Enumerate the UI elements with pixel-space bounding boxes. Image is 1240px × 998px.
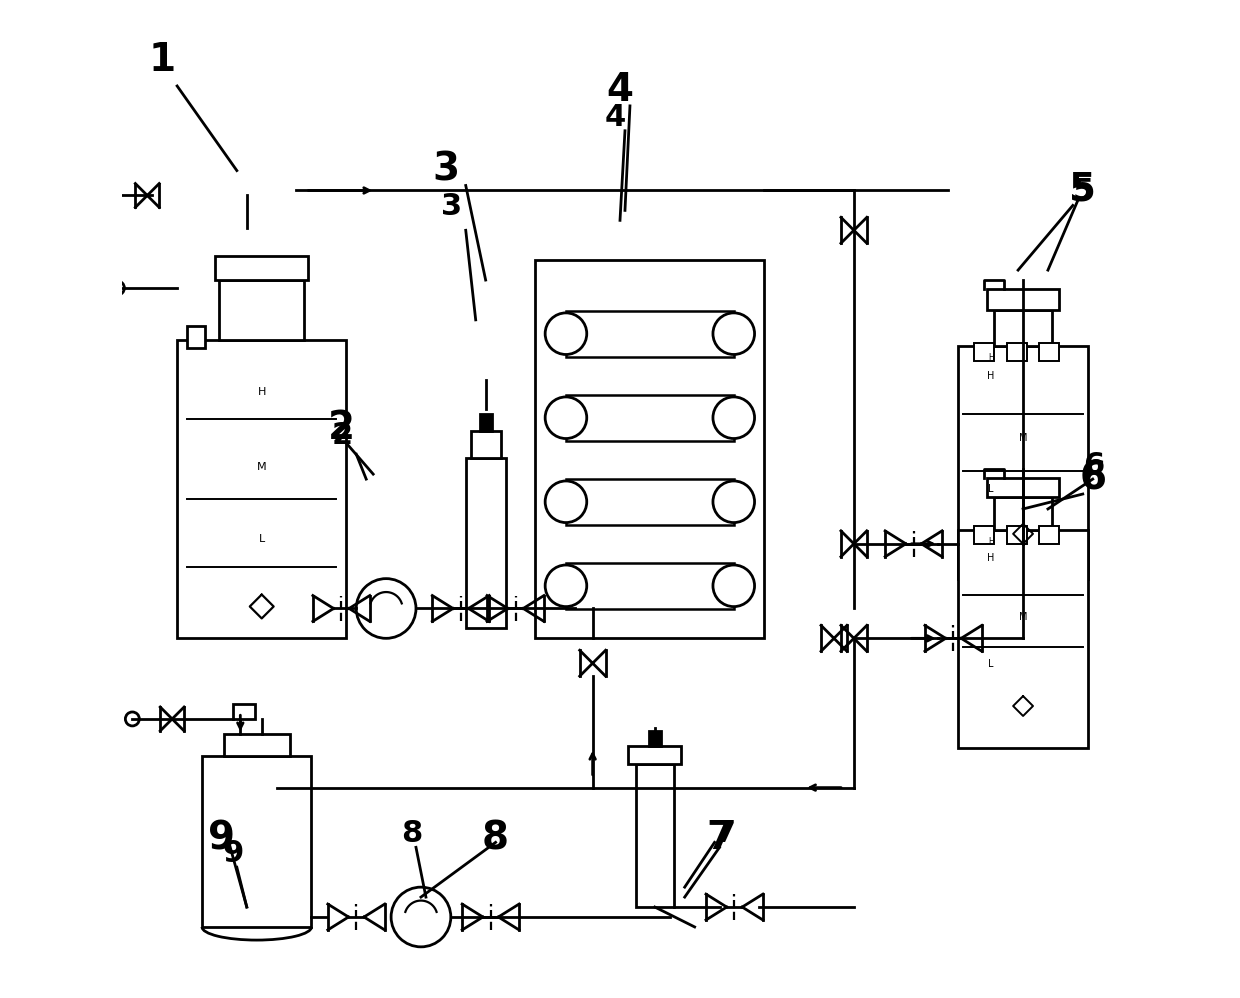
Text: M: M [257,462,267,472]
Bar [565,563,734,609]
Bar [975,527,994,544]
Circle shape [110,281,124,295]
Text: 2: 2 [327,409,355,447]
Text: 5: 5 [1073,178,1094,207]
Bar [565,394,734,441]
Bar [987,477,1059,497]
Bar [565,479,734,525]
Text: 8: 8 [401,819,423,848]
Bar [1039,342,1059,360]
Circle shape [546,397,587,438]
Text: 6: 6 [1079,459,1106,497]
Text: 7: 7 [714,819,735,848]
Text: L: L [259,534,265,544]
Bar [994,497,1053,531]
Circle shape [713,313,755,354]
Bar [994,310,1053,345]
Text: 7: 7 [706,819,733,857]
Circle shape [546,313,587,354]
Text: 5: 5 [1069,171,1096,209]
Text: 4: 4 [606,71,634,109]
Bar [177,339,346,639]
Bar [224,735,290,756]
Bar [187,325,205,347]
Bar [959,531,1087,748]
Text: 9: 9 [222,839,243,868]
Circle shape [356,579,415,639]
Text: H: H [258,386,265,396]
Bar [650,732,661,746]
Bar [629,746,681,763]
Text: H: H [987,370,994,380]
Bar [1007,527,1027,544]
Circle shape [713,565,755,607]
Text: 2: 2 [331,421,352,450]
Circle shape [391,887,451,947]
Bar [216,256,309,280]
Bar [202,756,311,927]
Bar [1039,527,1059,544]
Text: 1: 1 [149,41,176,79]
Bar [1007,342,1027,360]
Bar [636,763,673,907]
Circle shape [546,565,587,607]
Bar [987,289,1059,310]
Text: 3: 3 [433,151,459,189]
Bar [975,342,994,360]
Text: H: H [988,537,993,546]
Text: 8: 8 [482,819,510,857]
Text: 9: 9 [208,819,236,857]
Bar [480,414,491,431]
Bar [219,280,304,339]
Text: 3: 3 [441,193,463,222]
Text: M: M [1019,612,1027,622]
Bar [470,431,501,458]
Bar [233,704,254,719]
Bar [959,345,1087,579]
Text: L: L [988,660,993,670]
Circle shape [713,397,755,438]
Bar [536,260,764,639]
Text: H: H [988,353,993,362]
Bar [466,458,506,629]
Bar [565,310,734,357]
Circle shape [546,481,587,523]
Circle shape [125,712,139,726]
Text: 6: 6 [1083,451,1104,480]
Circle shape [105,189,119,203]
Text: L: L [988,484,993,494]
Text: 4: 4 [605,103,626,132]
Text: M: M [1019,433,1027,443]
Text: H: H [987,553,994,563]
Circle shape [713,481,755,523]
